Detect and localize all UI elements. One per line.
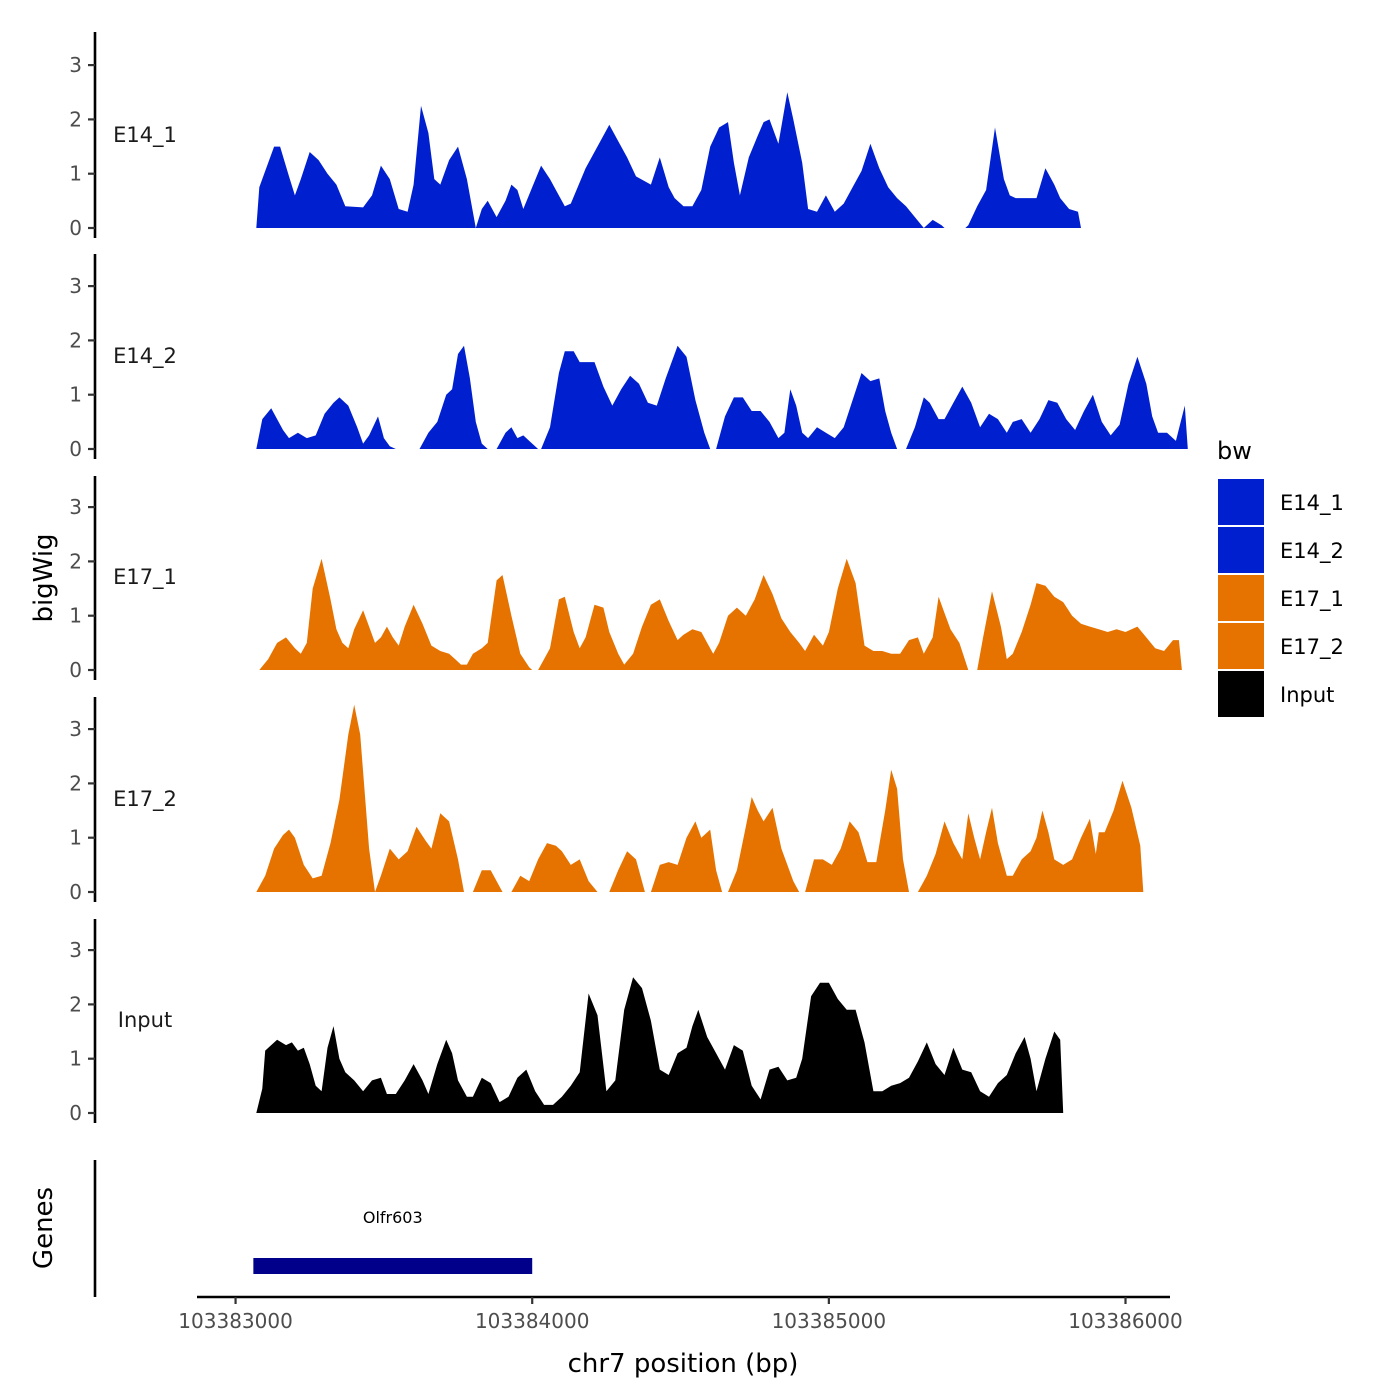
coverage-area-e17-1 (259, 558, 1182, 670)
y-tick-label: 2 (69, 107, 82, 131)
gene-label: Olfr603 (363, 1208, 423, 1227)
legend-label: E17_1 (1280, 587, 1344, 612)
y-tick-label: 2 (69, 992, 82, 1016)
y-tick-label: 0 (69, 1101, 82, 1125)
y-tick-label: 3 (69, 53, 82, 77)
legend-title: bw (1217, 437, 1252, 465)
legend: bw E14_1 E14_2 E17_1 E17_2 Input (1217, 437, 1344, 717)
y-tick-label: 3 (69, 495, 82, 519)
y-tick-label: 1 (69, 162, 82, 186)
track-label: E14_1 (113, 123, 177, 148)
legend-key-e14-2 (1218, 527, 1264, 573)
x-tick-label: 103383000 (178, 1309, 293, 1333)
legend-key-e14-1 (1218, 479, 1264, 525)
x-axis-title: chr7 position (bp) (568, 1349, 799, 1379)
y-tick-label: 0 (69, 437, 82, 461)
y-tick-label: 1 (69, 604, 82, 628)
y-tick-label: 1 (69, 1047, 82, 1071)
legend-label: E17_2 (1280, 635, 1344, 660)
y-tick-label: 1 (69, 826, 82, 850)
track-label: Input (118, 1008, 172, 1032)
gene-panel: Olfr603 (93, 1160, 533, 1297)
coverage-area-e17-2 (256, 704, 1144, 892)
gene-body-olfr603 (253, 1258, 533, 1274)
y-tick-label: 2 (69, 328, 82, 352)
track-label: E17_2 (113, 787, 177, 812)
x-tick-label: 103384000 (475, 1309, 590, 1333)
track-e17-2: 0 1 2 3 E17_2 (69, 697, 1144, 904)
y-tick-label: 3 (69, 717, 82, 741)
track-label: E17_1 (113, 565, 177, 590)
track-e14-2: 0 1 2 3 E14_2 (69, 254, 1188, 461)
coverage-area-e14-1 (256, 92, 1081, 228)
legend-label: Input (1280, 683, 1334, 707)
y-tick-label: 0 (69, 880, 82, 904)
track-label: E14_2 (113, 344, 177, 369)
y-tick-label: 2 (69, 771, 82, 795)
y-tick-label: 0 (69, 658, 82, 682)
y-tick-label: 0 (69, 216, 82, 240)
legend-key-e17-1 (1218, 575, 1264, 621)
legend-label: E14_1 (1280, 491, 1344, 516)
coverage-area-input (256, 977, 1064, 1113)
legend-key-e17-2 (1218, 623, 1264, 669)
coverage-area-e14-2 (256, 345, 1188, 449)
genes-axis-title: Genes (29, 1187, 59, 1269)
y-axis-title: bigWig (29, 533, 59, 622)
tracks: 0 1 2 3 E14_1 0 1 2 3 E14_2 0 1 2 3 E17_1 0 1 2 3 E17_2 0 1 2 3… (69, 32, 1188, 1125)
y-tick-label: 3 (69, 938, 82, 962)
x-axis: 103383000 103384000 103385000 103386000 (178, 1295, 1183, 1333)
x-tick-label: 103385000 (772, 1309, 887, 1333)
legend-key-input (1218, 671, 1264, 717)
track-input: 0 1 2 3 Input (69, 919, 1064, 1125)
track-e14-1: 0 1 2 3 E14_1 (69, 32, 1081, 240)
y-tick-label: 3 (69, 274, 82, 298)
legend-label: E14_2 (1280, 539, 1344, 564)
track-e17-1: 0 1 2 3 E17_1 (69, 476, 1182, 682)
y-tick-label: 2 (69, 549, 82, 573)
y-tick-label: 1 (69, 383, 82, 407)
x-tick-label: 103386000 (1068, 1309, 1183, 1333)
